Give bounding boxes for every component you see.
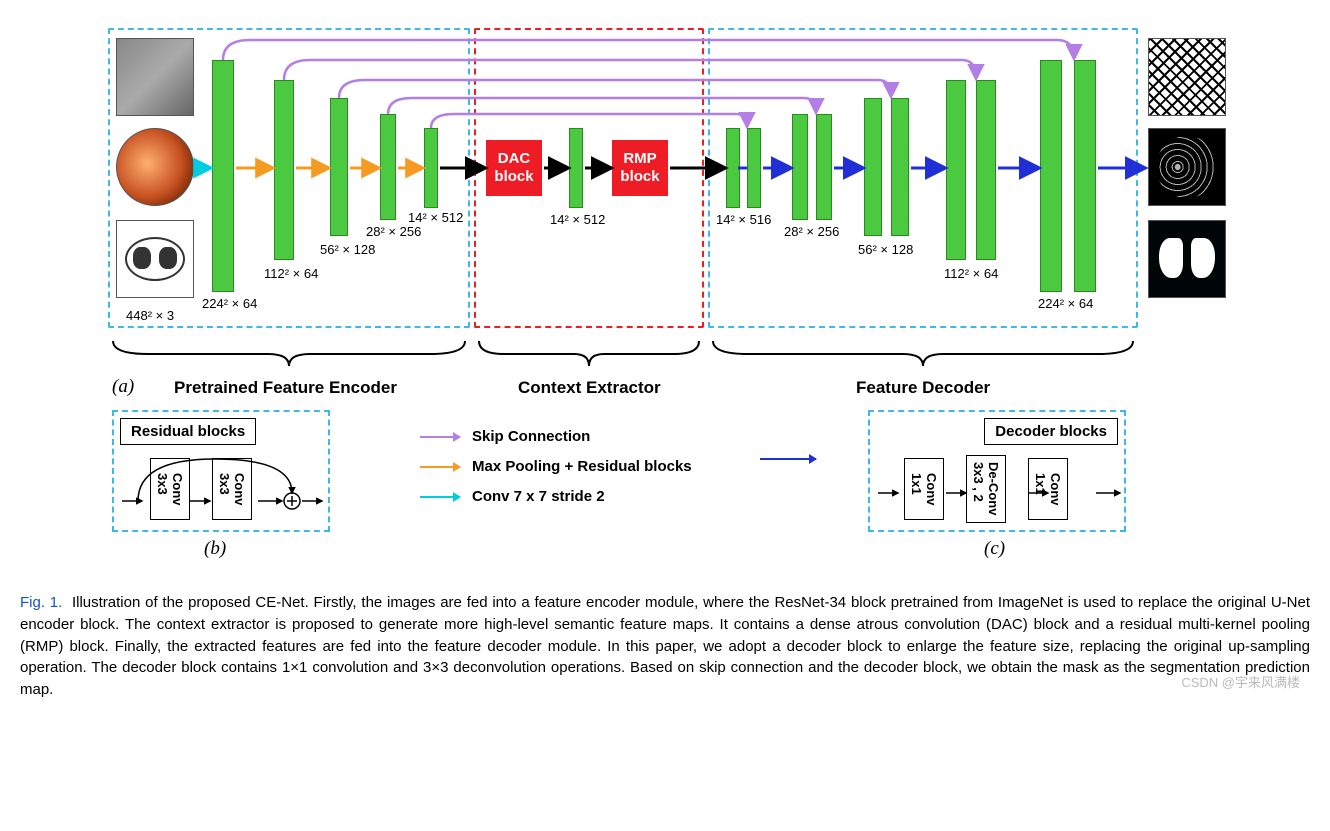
dec-dim-1: 14² × 516 xyxy=(716,212,771,227)
enc-dim-4: 28² × 256 xyxy=(366,224,421,239)
rmp-block: RMP block xyxy=(612,140,668,196)
dec-block-5b xyxy=(1074,60,1096,292)
output-thumb-lung-mask xyxy=(1148,220,1226,298)
decoder-label: Feature Decoder xyxy=(856,378,990,398)
dec-dim-2: 28² × 256 xyxy=(784,224,839,239)
decoder-block-box: Decoder blocks Conv 1x1 De-Conv 3x3 , 2 … xyxy=(868,410,1126,532)
label-a: (a) xyxy=(112,376,134,398)
context-brace xyxy=(474,336,704,376)
input-thumb-ct xyxy=(116,220,194,298)
dec-block-3b xyxy=(891,98,909,236)
dec-block-1a xyxy=(726,128,740,208)
legend-conv7: Conv 7 x 7 stride 2 xyxy=(420,488,605,505)
dec-block-1b xyxy=(747,128,761,208)
enc-dim-1: 224² × 64 xyxy=(202,296,257,311)
residual-block-box: Residual blocks Conv 3x3 Conv 3x3 xyxy=(112,410,330,532)
decoder-brace xyxy=(708,336,1138,376)
encoder-label: Pretrained Feature Encoder xyxy=(174,378,397,398)
watermark: CSDN @宇来风满楼 xyxy=(1181,672,1300,691)
enc-block-1 xyxy=(212,60,234,292)
input-dim: 448² × 3 xyxy=(126,308,174,323)
dec-block-2a xyxy=(792,114,808,220)
encoder-brace xyxy=(108,336,470,376)
decoder-title: Decoder blocks xyxy=(984,418,1118,445)
enc-dim-3: 56² × 128 xyxy=(320,242,375,257)
enc-dim-5: 14² × 512 xyxy=(408,210,463,225)
legend-maxpool: Max Pooling + Residual blocks xyxy=(420,458,692,475)
context-mid-dim: 14² × 512 xyxy=(550,212,605,227)
legend-skip: Skip Connection xyxy=(420,428,590,445)
figure-container: 448² × 3 224² × 64 112² × 64 56² × 128 2… xyxy=(20,20,1310,701)
dec-dim-4: 112² × 64 xyxy=(944,266,998,281)
legend-blue-arrow xyxy=(760,458,828,460)
label-c: (c) xyxy=(984,538,1005,560)
dec-block-3a xyxy=(864,98,882,236)
caption-label: Fig. 1. xyxy=(20,594,62,611)
enc-dim-2: 112² × 64 xyxy=(264,266,318,281)
context-mid-block xyxy=(569,128,583,208)
dec-block-5a xyxy=(1040,60,1062,292)
input-thumb-fundus xyxy=(116,128,194,206)
dec-block-4b xyxy=(976,80,996,260)
caption-text: Illustration of the proposed CE-Net. Fir… xyxy=(20,594,1310,698)
dec-dim-5: 224² × 64 xyxy=(1038,296,1093,311)
dac-block: DAC block xyxy=(486,140,542,196)
output-thumb-histology-mask xyxy=(1148,38,1226,116)
output-thumb-vessel-mask xyxy=(1148,128,1226,206)
residual-title: Residual blocks xyxy=(120,418,256,445)
dec-dim-3: 56² × 128 xyxy=(858,242,913,257)
enc-block-5 xyxy=(424,128,438,208)
enc-block-4 xyxy=(380,114,396,220)
dec-block-2b xyxy=(816,114,832,220)
figure-caption: Fig. 1. Illustration of the proposed CE-… xyxy=(20,592,1310,701)
sub-diagram-row: Residual blocks Conv 3x3 Conv 3x3 (b) xyxy=(20,400,1310,580)
label-b: (b) xyxy=(204,538,226,560)
main-architecture-diagram: 448² × 3 224² × 64 112² × 64 56² × 128 2… xyxy=(20,20,1310,400)
input-thumb-histology xyxy=(116,38,194,116)
context-label: Context Extractor xyxy=(518,378,661,398)
enc-block-2 xyxy=(274,80,294,260)
dec-block-4a xyxy=(946,80,966,260)
enc-block-3 xyxy=(330,98,348,236)
